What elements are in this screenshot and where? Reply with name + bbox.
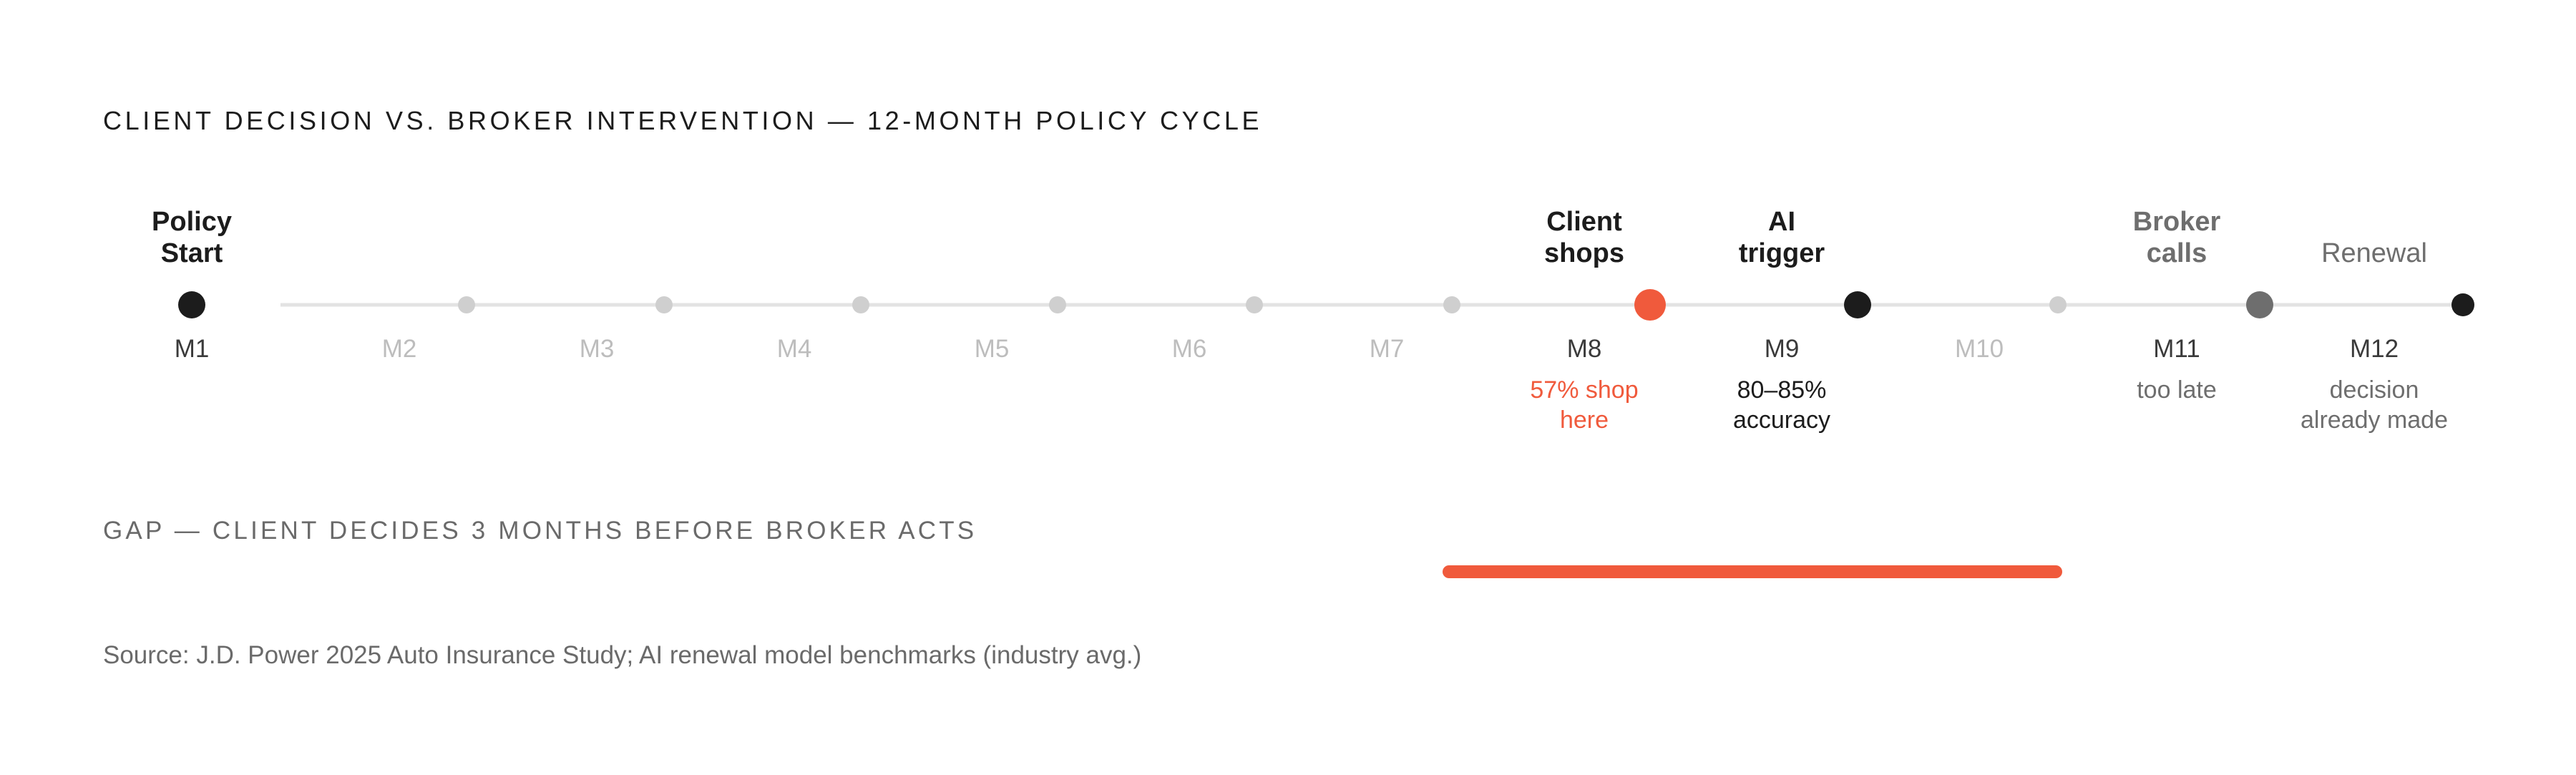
marker-m7 bbox=[1443, 296, 1460, 313]
marker-m11 bbox=[2246, 291, 2273, 318]
marker-m1 bbox=[178, 291, 205, 318]
source-note: Source: J.D. Power 2025 Auto Insurance S… bbox=[103, 641, 1142, 669]
month-label-m5: M5 bbox=[974, 335, 1010, 363]
month-label-m2: M2 bbox=[381, 335, 417, 363]
month-label-m8: M8 bbox=[1566, 335, 1602, 363]
timeline-markers bbox=[178, 289, 2474, 321]
marker-m2 bbox=[458, 296, 475, 313]
marker-m10 bbox=[2049, 296, 2067, 313]
event-label-m1: Policy Start bbox=[152, 207, 232, 268]
month-label-m6: M6 bbox=[1171, 335, 1207, 363]
gap-label: GAP — CLIENT DECIDES 3 MONTHS BEFORE BRO… bbox=[103, 517, 977, 545]
marker-m12 bbox=[2451, 293, 2474, 316]
month-label-m1: M1 bbox=[174, 335, 210, 363]
month-label-m4: M4 bbox=[776, 335, 812, 363]
chart-title: CLIENT DECISION VS. BROKER INTERVENTION … bbox=[103, 106, 1263, 135]
marker-m4 bbox=[852, 296, 869, 313]
annotation-m11: too late bbox=[2137, 376, 2217, 404]
annotation-m12: decision already made bbox=[2300, 376, 2448, 434]
gap-bar bbox=[1443, 565, 2062, 578]
marker-m8 bbox=[1634, 289, 1666, 321]
marker-m9 bbox=[1844, 291, 1871, 318]
event-label-m12: Renewal bbox=[2321, 238, 2427, 268]
marker-m3 bbox=[655, 296, 673, 313]
month-label-m10: M10 bbox=[1954, 335, 2004, 363]
annotation-m8: 57% shop here bbox=[1530, 376, 1639, 434]
month-label-m3: M3 bbox=[579, 335, 615, 363]
event-label-m9: AI trigger bbox=[1738, 207, 1825, 268]
month-label-m11: M11 bbox=[2153, 335, 2200, 363]
event-label-m11: Broker calls bbox=[2132, 207, 2221, 268]
marker-m5 bbox=[1049, 296, 1066, 313]
month-label-m7: M7 bbox=[1369, 335, 1405, 363]
annotation-m9: 80–85% accuracy bbox=[1732, 376, 1831, 434]
timeline bbox=[178, 289, 2474, 321]
month-label-m9: M9 bbox=[1764, 335, 1800, 363]
month-label-m12: M12 bbox=[2349, 335, 2399, 363]
marker-m6 bbox=[1246, 296, 1263, 313]
event-label-m8: Client shops bbox=[1544, 207, 1624, 268]
